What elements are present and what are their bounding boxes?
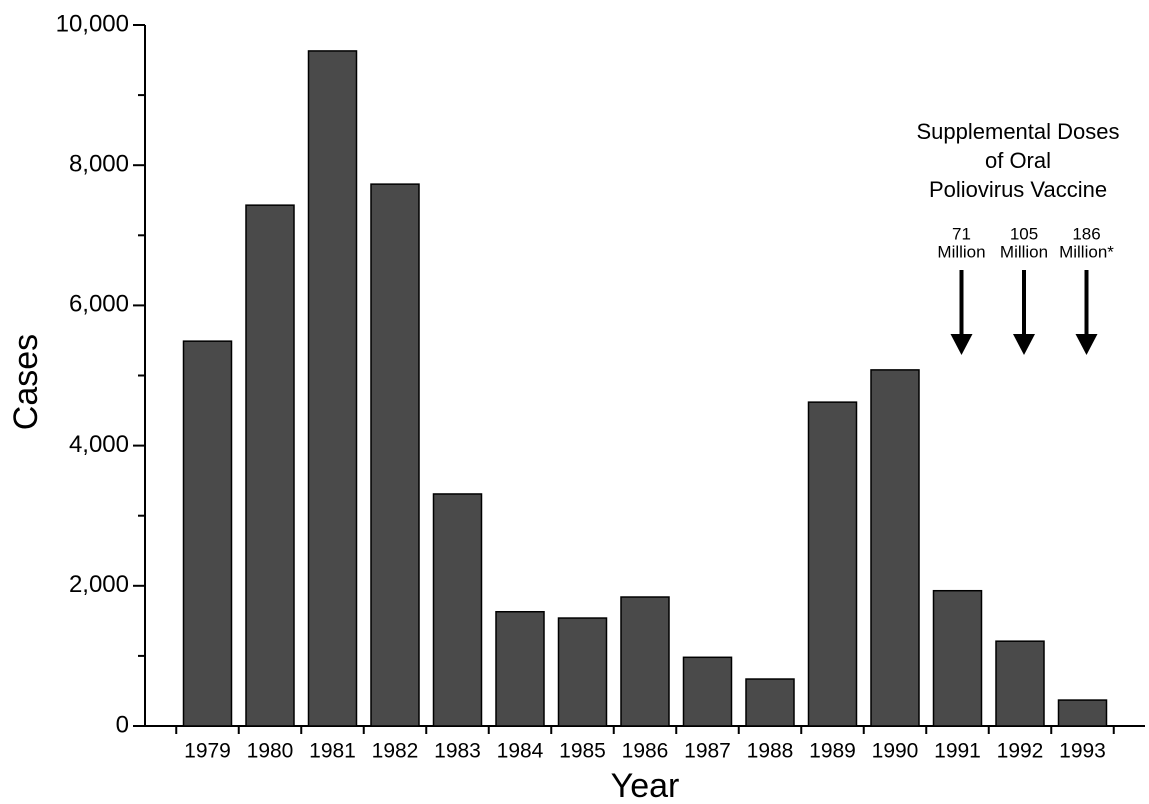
x-tick-label: 1979 [184, 740, 231, 763]
bar [807, 401, 858, 727]
arrow-label: Million [937, 242, 985, 261]
x-tick-label: 1989 [809, 740, 856, 763]
arrow-label: 71 [952, 224, 971, 243]
arrow-label: Million* [1059, 242, 1114, 261]
arrow-label: 186 [1072, 224, 1100, 243]
x-tick-label: 1992 [997, 740, 1044, 763]
bar [307, 50, 358, 727]
bar [1057, 699, 1108, 727]
bar [432, 493, 483, 727]
x-tick-label: 1990 [872, 740, 919, 763]
bar [870, 369, 920, 727]
arrow-label: 105 [1010, 224, 1038, 243]
bar [245, 204, 295, 727]
x-tick-label: 1985 [559, 740, 606, 763]
bar [620, 596, 670, 727]
arrow-head [1075, 334, 1098, 355]
annotation-line: Supplemental Doses [916, 119, 1119, 144]
annotation-line: of Oral [985, 148, 1051, 173]
arrow-head [950, 334, 973, 355]
x-tick-label: 1986 [622, 740, 669, 763]
bar [370, 183, 420, 727]
x-tick-label: 1987 [684, 740, 731, 763]
bar [745, 678, 795, 727]
bar [557, 617, 608, 727]
bar [932, 589, 983, 727]
x-tick-label: 1993 [1059, 740, 1106, 763]
x-tick-label: 1983 [434, 740, 481, 763]
x-tick-label: 1980 [247, 740, 294, 763]
y-axis-label: Cases [7, 334, 45, 430]
y-tick-label: 0 [116, 711, 129, 738]
y-tick-label: 4,000 [69, 431, 129, 458]
annotation-line: Poliovirus Vaccine [929, 177, 1107, 202]
x-tick-label: 1991 [934, 740, 981, 763]
x-tick-label: 1988 [747, 740, 794, 763]
x-tick-label: 1984 [497, 740, 544, 763]
bar [995, 640, 1045, 727]
x-axis-label: Year [611, 767, 680, 804]
arrow-head [1013, 334, 1035, 355]
y-tick-label: 8,000 [69, 151, 129, 178]
arrow-label: Million [1000, 242, 1048, 261]
y-tick-label: 2,000 [69, 571, 129, 598]
x-tick-label: 1982 [372, 740, 419, 763]
y-tick-label: 10,000 [56, 10, 129, 37]
bar [495, 610, 545, 727]
x-tick-label: 1981 [309, 740, 356, 763]
bar [682, 656, 733, 727]
y-tick-label: 6,000 [69, 291, 129, 318]
bar [182, 340, 233, 727]
